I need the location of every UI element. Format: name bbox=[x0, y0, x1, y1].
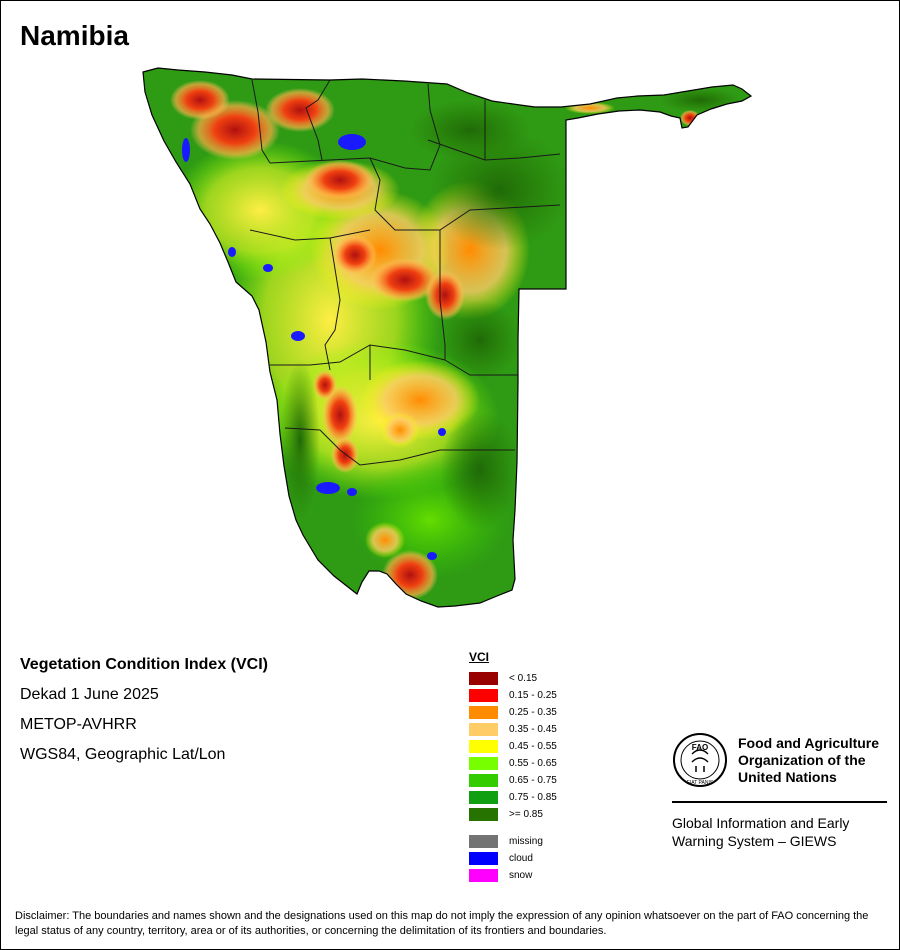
map-title: Namibia bbox=[20, 20, 129, 51]
vci-map bbox=[142, 67, 753, 608]
legend-label: < 0.15 bbox=[509, 673, 538, 684]
period: Dekad 1 June 2025 bbox=[20, 686, 159, 703]
legend-label: >= 0.85 bbox=[509, 809, 543, 820]
sensor: METOP-AVHRR bbox=[20, 716, 137, 733]
legend-title: VCI bbox=[469, 650, 490, 664]
legend-swatch bbox=[469, 808, 498, 821]
legend-label: snow bbox=[509, 870, 533, 881]
country-outline bbox=[142, 67, 753, 608]
giews-line2: Warning System – GIEWS bbox=[672, 833, 837, 849]
legend-swatch bbox=[469, 852, 498, 865]
legend-label: cloud bbox=[509, 853, 533, 864]
fao-name-line2: Organization of the bbox=[738, 752, 866, 768]
projection: WGS84, Geographic Lat/Lon bbox=[20, 746, 226, 763]
region-boundaries bbox=[249, 79, 561, 466]
fao-name-line1: Food and Agriculture bbox=[738, 735, 880, 751]
disclaimer: Disclaimer: The boundaries and names sho… bbox=[15, 910, 869, 937]
fao-name-line3: United Nations bbox=[738, 769, 837, 785]
legend-label: 0.45 - 0.55 bbox=[509, 741, 557, 752]
legend-label: 0.75 - 0.85 bbox=[509, 792, 557, 803]
legend-label: missing bbox=[509, 836, 543, 847]
map-info: Vegetation Condition Index (VCI) Dekad 1… bbox=[20, 655, 268, 775]
legend-label: 0.15 - 0.25 bbox=[509, 690, 557, 701]
legend-swatch bbox=[469, 774, 498, 787]
legend-swatch bbox=[469, 689, 498, 702]
logo-motto: FIAT PANIS bbox=[687, 780, 714, 786]
legend-swatch bbox=[469, 791, 498, 804]
legend-swatch bbox=[469, 869, 498, 882]
legend-swatch bbox=[469, 835, 498, 848]
fao-divider bbox=[672, 801, 887, 803]
fao-name: Food and Agriculture Organization of the… bbox=[738, 735, 879, 786]
legend-label: 0.25 - 0.35 bbox=[509, 707, 557, 718]
legend-label: 0.65 - 0.75 bbox=[509, 775, 557, 786]
legend-swatch bbox=[469, 757, 498, 770]
vci-raster bbox=[143, 68, 751, 607]
logo-letters: FAO bbox=[692, 743, 708, 752]
product-name: Vegetation Condition Index (VCI) bbox=[20, 656, 268, 673]
giews-line1: Global Information and Early bbox=[672, 815, 850, 831]
giews-name: Global Information and Early Warning Sys… bbox=[672, 814, 849, 850]
fao-logo: FAO FIAT PANIS bbox=[673, 733, 727, 787]
legend-swatch bbox=[469, 740, 498, 753]
legend-swatch bbox=[469, 672, 498, 685]
legend-swatch bbox=[469, 723, 498, 736]
legend-label: 0.35 - 0.45 bbox=[509, 724, 557, 735]
legend-label: 0.55 - 0.65 bbox=[509, 758, 557, 769]
legend-swatch bbox=[469, 706, 498, 719]
